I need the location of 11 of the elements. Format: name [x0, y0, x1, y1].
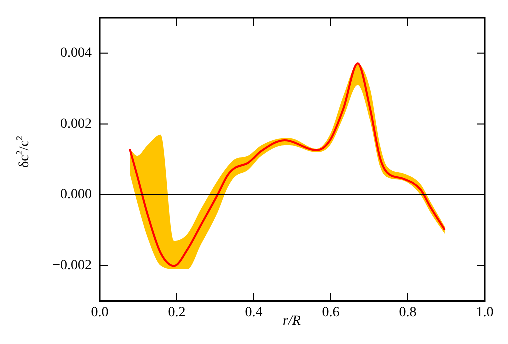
x-tick-label: 0.0: [91, 305, 109, 320]
y-tick-label: 0.004: [60, 46, 92, 62]
y-tick-label: −0.002: [52, 258, 92, 274]
x-tick-label: 0.4: [245, 305, 263, 320]
x-tick-label: 0.6: [322, 305, 340, 320]
y-tick-label: 0.000: [60, 188, 92, 203]
x-axis-title: r/R: [283, 314, 301, 330]
x-tick-label: 1.0: [476, 305, 494, 320]
x-tick-label: 0.8: [399, 305, 417, 320]
x-tick-label: 0.2: [168, 305, 186, 320]
y-tick-label: 0.002: [60, 116, 92, 132]
